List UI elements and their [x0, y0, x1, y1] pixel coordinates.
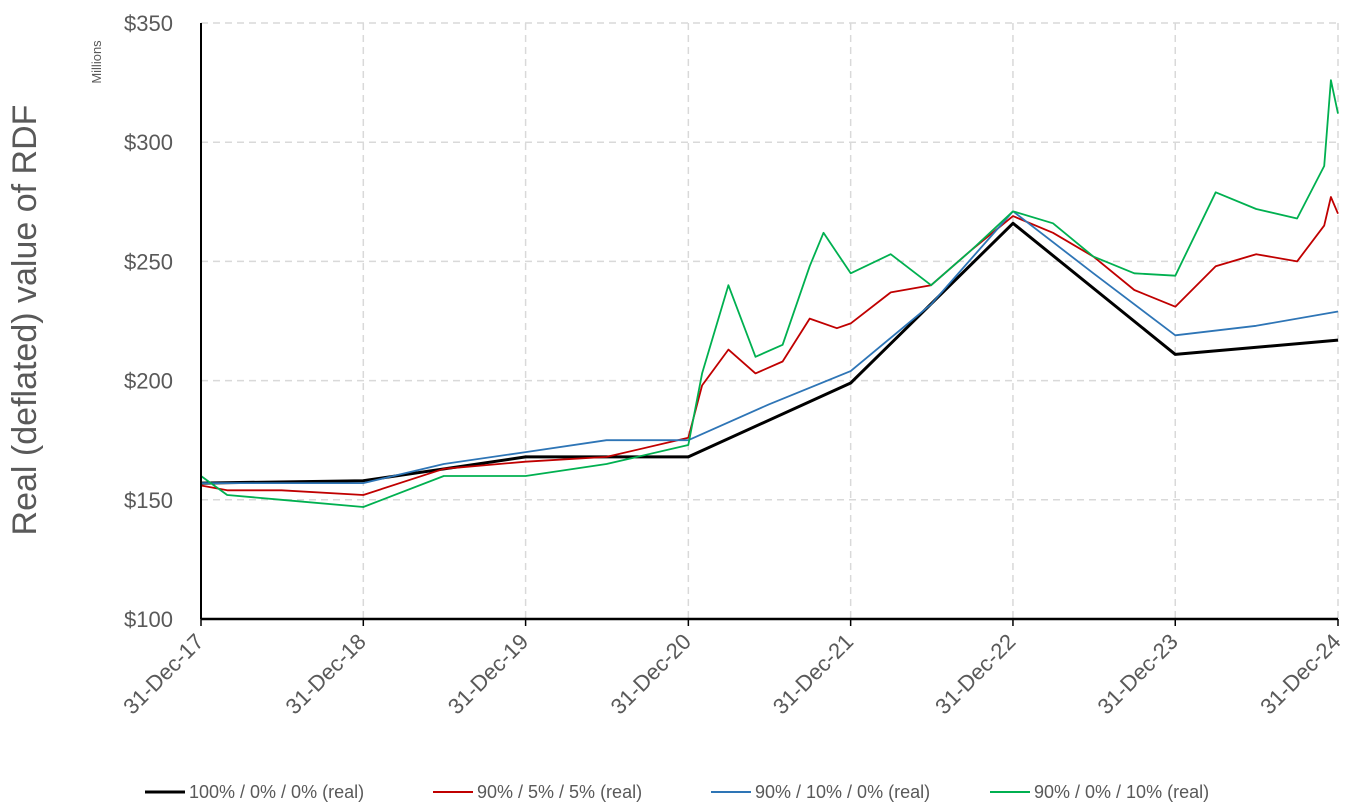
legend-label-3: 90% / 10% / 0% (real) [755, 782, 930, 802]
x-tick-label: 31-Dec-21 [768, 629, 858, 719]
x-tick-label: 31-Dec-18 [281, 629, 371, 719]
y-tick-label: $350 [124, 11, 173, 36]
x-tick-label: 31-Dec-23 [1092, 629, 1182, 719]
x-tick-label: 31-Dec-22 [930, 629, 1020, 719]
y-axis-label: Real (deflated) value of RDF [6, 105, 44, 536]
plot-area [200, 79, 1339, 508]
x-tick-label: 31-Dec-20 [606, 629, 696, 719]
series-line-1 [200, 221, 1339, 485]
legend: 100% / 0% / 0% (real) 90% / 5% / 5% (real… [145, 782, 1209, 802]
y-tick-label: $250 [124, 249, 173, 274]
series-line-2 [200, 196, 1339, 496]
x-tick-label: 31-Dec-17 [118, 629, 208, 719]
y-tick-label: $100 [124, 607, 173, 632]
x-tick-label: 31-Dec-19 [443, 629, 533, 719]
y-tick-label: $150 [124, 488, 173, 513]
x-tick-label: 31-Dec-24 [1255, 629, 1345, 719]
y-axis-units-label: Millions [89, 40, 104, 84]
series-line-3 [201, 210, 1339, 485]
legend-label-4: 90% / 0% / 10% (real) [1034, 782, 1209, 802]
series-line-4 [200, 79, 1339, 508]
axes: $100 $150 $200 $250 $300 $350 31-Dec-17 31-Dec-… [118, 11, 1345, 719]
y-tick-label: $200 [124, 369, 173, 394]
legend-label-2: 90% / 5% / 5% (real) [477, 782, 642, 802]
legend-label-1: 100% / 0% / 0% (real) [189, 782, 364, 802]
y-tick-label: $300 [124, 130, 173, 155]
gridlines [201, 22, 1339, 619]
